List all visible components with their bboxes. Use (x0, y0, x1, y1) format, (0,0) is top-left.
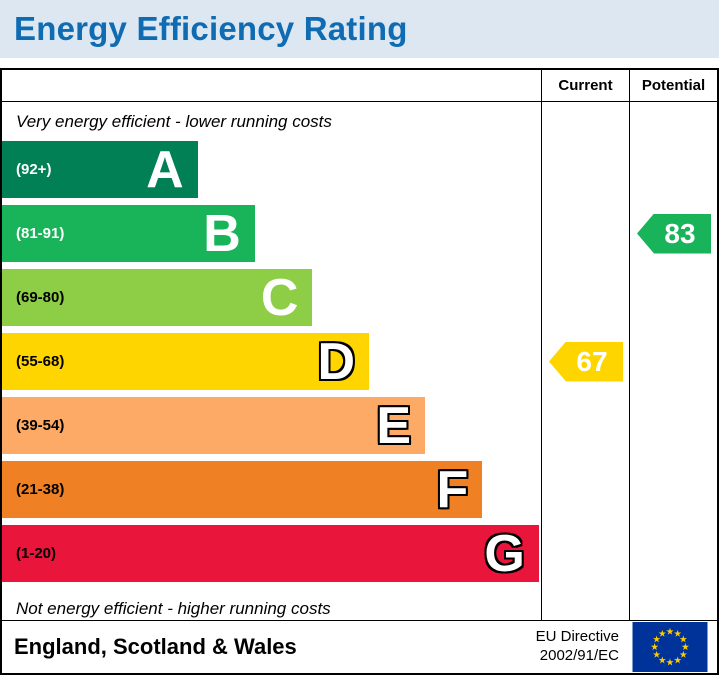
band-range: (39-54) (16, 417, 65, 434)
band-letter: G (484, 524, 525, 583)
current-column-header: Current (541, 70, 629, 101)
band-range: (1-20) (16, 545, 57, 562)
band-row-a: (92+) A (2, 141, 198, 198)
band-letter: E (376, 396, 412, 455)
eu-directive-line2: 2002/91/EC (539, 647, 619, 664)
chart-footer: England, Scotland & Wales EU Directive 2… (2, 620, 717, 673)
band-row-f: (21-38) F (2, 460, 483, 519)
bottom-note: Not energy efficient - higher running co… (16, 599, 331, 618)
band-range: (69-80) (16, 289, 65, 306)
current-rating-value: 67 (576, 345, 608, 377)
band-range: (92+) (16, 161, 52, 178)
band-range: (81-91) (16, 225, 65, 242)
chart-header-row: Current Potential (2, 70, 717, 102)
band-range: (55-68) (16, 353, 65, 370)
eu-flag-icon (632, 622, 708, 672)
band-row-d: (55-68) D (2, 332, 370, 391)
bands-area: Very energy efficient - lower running co… (2, 102, 541, 620)
band-row-e: (39-54) E (2, 396, 426, 455)
chart-body: Very energy efficient - lower running co… (2, 102, 717, 620)
potential-rating-value: 83 (664, 217, 696, 249)
title-bar: Energy Efficiency Rating (0, 0, 719, 58)
top-note: Very energy efficient - lower running co… (16, 112, 332, 131)
band-row-g: (1-20) G (2, 525, 539, 582)
potential-rating-tag: 83 (637, 213, 711, 254)
band-letter: C (260, 268, 299, 327)
eu-directive-label: EU Directive 2002/91/EC (536, 628, 619, 666)
current-column: 67 (541, 102, 629, 620)
band-row-c: (69-80) C (2, 268, 313, 327)
band-letter: B (203, 204, 241, 263)
page-title: Energy Efficiency Rating (14, 10, 408, 47)
epc-chart: Current Potential Very energy efficient … (0, 68, 719, 675)
current-rating-tag: 67 (549, 341, 623, 382)
band-letter: A (146, 140, 184, 199)
potential-column-header: Potential (629, 70, 717, 101)
band-range: (21-38) (16, 481, 65, 498)
eu-directive-line1: EU Directive (535, 628, 619, 646)
band-letter: D (317, 332, 356, 391)
potential-column: 83 (629, 102, 717, 620)
band-row-b: (81-91) B (2, 205, 255, 262)
band-letter: F (436, 460, 469, 519)
region-label: England, Scotland & Wales (14, 634, 297, 659)
header-spacer (2, 70, 541, 101)
